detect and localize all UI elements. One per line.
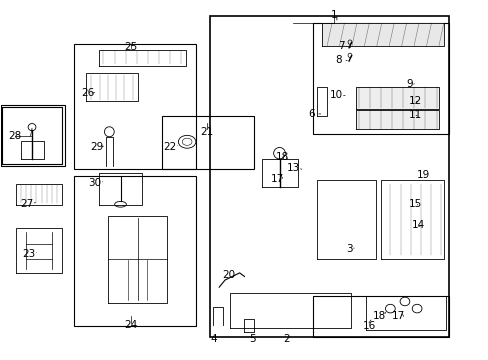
Text: 16: 16 xyxy=(362,321,375,331)
Text: 1: 1 xyxy=(330,10,337,19)
Text: 5: 5 xyxy=(249,334,256,344)
Text: 8: 8 xyxy=(334,55,341,65)
Text: 12: 12 xyxy=(407,96,421,106)
Text: 29: 29 xyxy=(90,142,103,152)
Text: 11: 11 xyxy=(407,110,421,120)
Polygon shape xyxy=(356,111,438,129)
Polygon shape xyxy=(356,87,438,109)
Text: 10: 10 xyxy=(329,90,342,100)
Text: 18: 18 xyxy=(372,311,385,321)
Text: 3: 3 xyxy=(345,244,352,253)
Text: 27: 27 xyxy=(20,199,33,209)
Text: 28: 28 xyxy=(8,131,21,141)
Text: 19: 19 xyxy=(415,170,428,180)
Text: 15: 15 xyxy=(408,199,422,209)
Text: 21: 21 xyxy=(200,127,213,137)
Text: 2: 2 xyxy=(283,334,289,344)
Text: 17: 17 xyxy=(391,311,405,321)
Text: 6: 6 xyxy=(307,109,314,119)
Text: 17: 17 xyxy=(270,174,283,184)
Text: 7: 7 xyxy=(338,41,345,51)
Text: 25: 25 xyxy=(124,42,138,52)
Text: 26: 26 xyxy=(81,88,94,98)
Text: 20: 20 xyxy=(222,270,235,280)
Text: 30: 30 xyxy=(88,177,101,188)
Text: 23: 23 xyxy=(22,249,36,259)
Polygon shape xyxy=(322,23,443,46)
Text: 24: 24 xyxy=(124,320,138,330)
Text: 9: 9 xyxy=(405,78,412,89)
Text: 4: 4 xyxy=(210,334,217,344)
Text: 13: 13 xyxy=(286,163,299,173)
Text: 14: 14 xyxy=(410,220,424,230)
Text: 22: 22 xyxy=(163,142,176,152)
Text: 18: 18 xyxy=(275,153,288,162)
